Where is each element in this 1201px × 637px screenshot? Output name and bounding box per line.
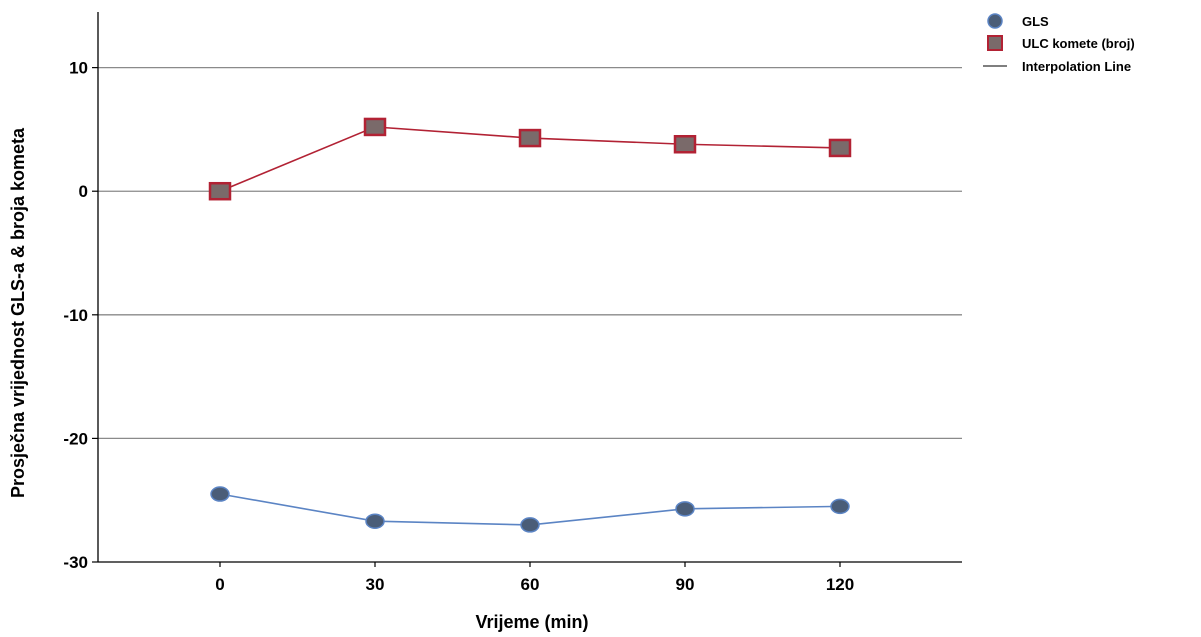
- y-tick-label: 10: [69, 59, 88, 78]
- x-tick-label: 60: [521, 575, 540, 594]
- y-tick-label: -20: [63, 429, 88, 448]
- gridlines: [98, 66, 962, 440]
- y-tick-label: 0: [79, 182, 88, 201]
- data-point-square: [208, 181, 232, 201]
- data-point-circle: [365, 513, 385, 529]
- data-point-square: [673, 134, 697, 154]
- tick-labels: 10 0 -10 -20 -30 0 30 60 90 120: [63, 59, 854, 594]
- x-axis-title: Vrijeme (min): [475, 612, 588, 632]
- series-group: [208, 117, 852, 533]
- data-point-square: [363, 117, 387, 137]
- legend-gls-marker: [987, 13, 1003, 29]
- y-tick-label: -30: [63, 553, 88, 572]
- x-tick-label: 30: [366, 575, 385, 594]
- legend-gls-label: GLS: [1022, 14, 1049, 29]
- y-axis-title: Prosječna vrijednost GLS-a & broja komet…: [8, 127, 28, 498]
- series-gls: [210, 486, 850, 533]
- x-tick-label: 90: [676, 575, 695, 594]
- data-point-square: [518, 128, 542, 148]
- x-tick-label: 120: [826, 575, 854, 594]
- data-point-circle: [675, 501, 695, 517]
- x-tick-label: 0: [215, 575, 224, 594]
- data-point-circle: [830, 498, 850, 515]
- legend-ulc-marker: [987, 35, 1003, 51]
- legend: GLS ULC komete (broj) Interpolation Line: [983, 13, 1135, 74]
- y-tick-label: -10: [63, 306, 88, 325]
- data-point-circle: [210, 486, 230, 502]
- data-point-circle: [520, 517, 540, 533]
- legend-ulc-label: ULC komete (broj): [1022, 36, 1135, 51]
- data-point-square: [828, 138, 852, 158]
- axes: [92, 12, 962, 567]
- series-ulc-komete: [208, 117, 852, 201]
- legend-interpolation-label: Interpolation Line: [1022, 59, 1131, 74]
